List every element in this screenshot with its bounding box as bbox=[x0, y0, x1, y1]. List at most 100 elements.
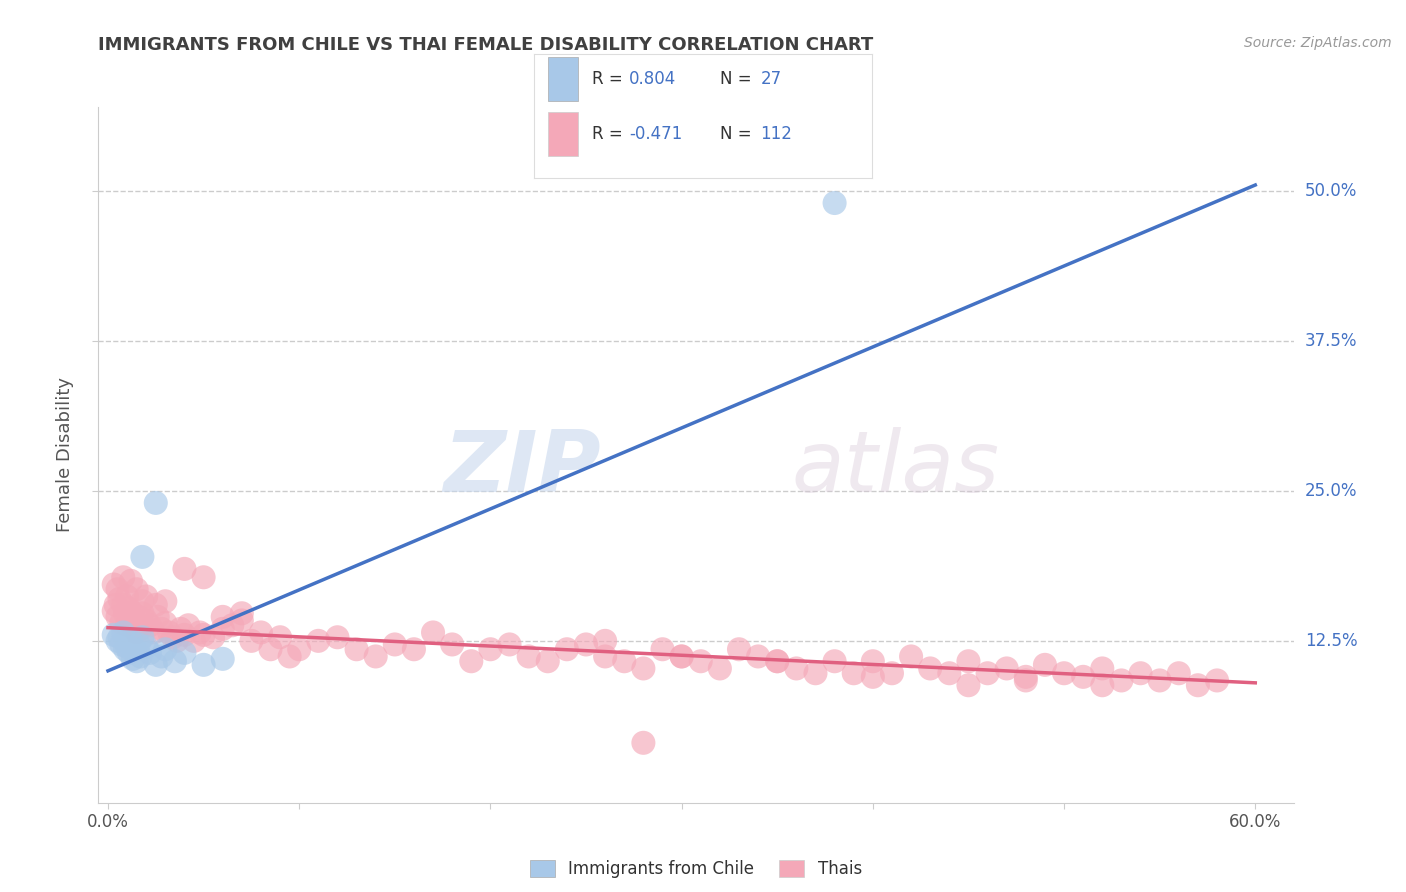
Point bbox=[114, 642, 136, 657]
Point bbox=[633, 661, 655, 675]
Point bbox=[129, 649, 152, 664]
Text: 112: 112 bbox=[761, 125, 792, 143]
Text: 37.5%: 37.5% bbox=[1305, 332, 1357, 350]
Bar bbox=[548, 112, 578, 156]
Point bbox=[804, 666, 827, 681]
Point bbox=[115, 618, 138, 632]
Text: R =: R = bbox=[592, 70, 627, 88]
Point bbox=[121, 652, 143, 666]
Point bbox=[862, 670, 884, 684]
Point bbox=[120, 633, 142, 648]
Point bbox=[1206, 673, 1229, 688]
Bar bbox=[548, 57, 578, 101]
Point bbox=[146, 610, 169, 624]
Point bbox=[231, 614, 253, 628]
Point bbox=[145, 657, 167, 672]
Point bbox=[1091, 661, 1114, 675]
Point bbox=[1149, 673, 1171, 688]
Text: atlas: atlas bbox=[792, 427, 1000, 510]
Text: Source: ZipAtlas.com: Source: ZipAtlas.com bbox=[1244, 36, 1392, 50]
Point bbox=[671, 649, 693, 664]
Point bbox=[1071, 670, 1094, 684]
Point bbox=[125, 582, 148, 597]
Point bbox=[498, 637, 520, 651]
Point bbox=[537, 654, 560, 668]
Point bbox=[842, 666, 865, 681]
Point bbox=[766, 654, 789, 668]
Point bbox=[250, 625, 273, 640]
Point bbox=[145, 598, 167, 612]
Point bbox=[671, 649, 693, 664]
Point bbox=[1053, 666, 1076, 681]
Point bbox=[124, 618, 146, 632]
Point bbox=[384, 637, 406, 651]
Point bbox=[135, 590, 157, 604]
Point bbox=[139, 646, 162, 660]
Point bbox=[728, 642, 751, 657]
Point bbox=[163, 654, 186, 668]
Point bbox=[900, 649, 922, 664]
Point bbox=[104, 598, 127, 612]
Point bbox=[128, 637, 150, 651]
Point bbox=[259, 642, 281, 657]
Point bbox=[651, 642, 673, 657]
Text: R =: R = bbox=[592, 125, 627, 143]
Point bbox=[169, 622, 191, 636]
Point bbox=[112, 598, 135, 612]
Point bbox=[188, 625, 211, 640]
Point bbox=[193, 657, 215, 672]
Point bbox=[938, 666, 960, 681]
Point bbox=[555, 642, 578, 657]
Text: 12.5%: 12.5% bbox=[1305, 632, 1357, 650]
Text: ZIP: ZIP bbox=[443, 427, 600, 510]
Point bbox=[346, 642, 368, 657]
Point bbox=[1015, 673, 1038, 688]
Point bbox=[976, 666, 998, 681]
Point bbox=[124, 642, 146, 657]
Point bbox=[125, 625, 148, 640]
Point bbox=[131, 594, 153, 608]
Text: N =: N = bbox=[720, 125, 756, 143]
Point bbox=[613, 654, 636, 668]
Point bbox=[402, 642, 425, 657]
Point bbox=[166, 633, 188, 648]
Point bbox=[183, 633, 205, 648]
Point bbox=[880, 666, 903, 681]
Point bbox=[120, 574, 142, 588]
Point bbox=[1091, 678, 1114, 692]
Point bbox=[1015, 670, 1038, 684]
Point bbox=[131, 630, 153, 644]
Point bbox=[155, 594, 177, 608]
Point bbox=[517, 649, 540, 664]
Point bbox=[112, 625, 135, 640]
Point bbox=[150, 649, 173, 664]
Point bbox=[115, 640, 138, 654]
Point bbox=[460, 654, 482, 668]
Point bbox=[307, 633, 329, 648]
Point bbox=[135, 640, 157, 654]
Point bbox=[824, 196, 846, 211]
Point bbox=[108, 591, 131, 606]
Point bbox=[128, 610, 150, 624]
Point bbox=[824, 654, 846, 668]
Point bbox=[129, 622, 152, 636]
Point bbox=[785, 661, 807, 675]
Point bbox=[747, 649, 769, 664]
Point bbox=[326, 630, 349, 644]
Text: 27: 27 bbox=[761, 70, 782, 88]
Point bbox=[110, 615, 132, 630]
Point bbox=[575, 637, 598, 651]
Point bbox=[633, 736, 655, 750]
Point bbox=[125, 654, 148, 668]
Point bbox=[202, 630, 225, 644]
Point bbox=[278, 649, 301, 664]
Point bbox=[103, 604, 125, 618]
Point bbox=[108, 630, 131, 644]
Point bbox=[211, 652, 233, 666]
Point bbox=[110, 637, 132, 651]
Point bbox=[142, 625, 165, 640]
Point bbox=[995, 661, 1018, 675]
Point bbox=[957, 678, 980, 692]
Point bbox=[211, 622, 233, 636]
Point bbox=[177, 618, 200, 632]
